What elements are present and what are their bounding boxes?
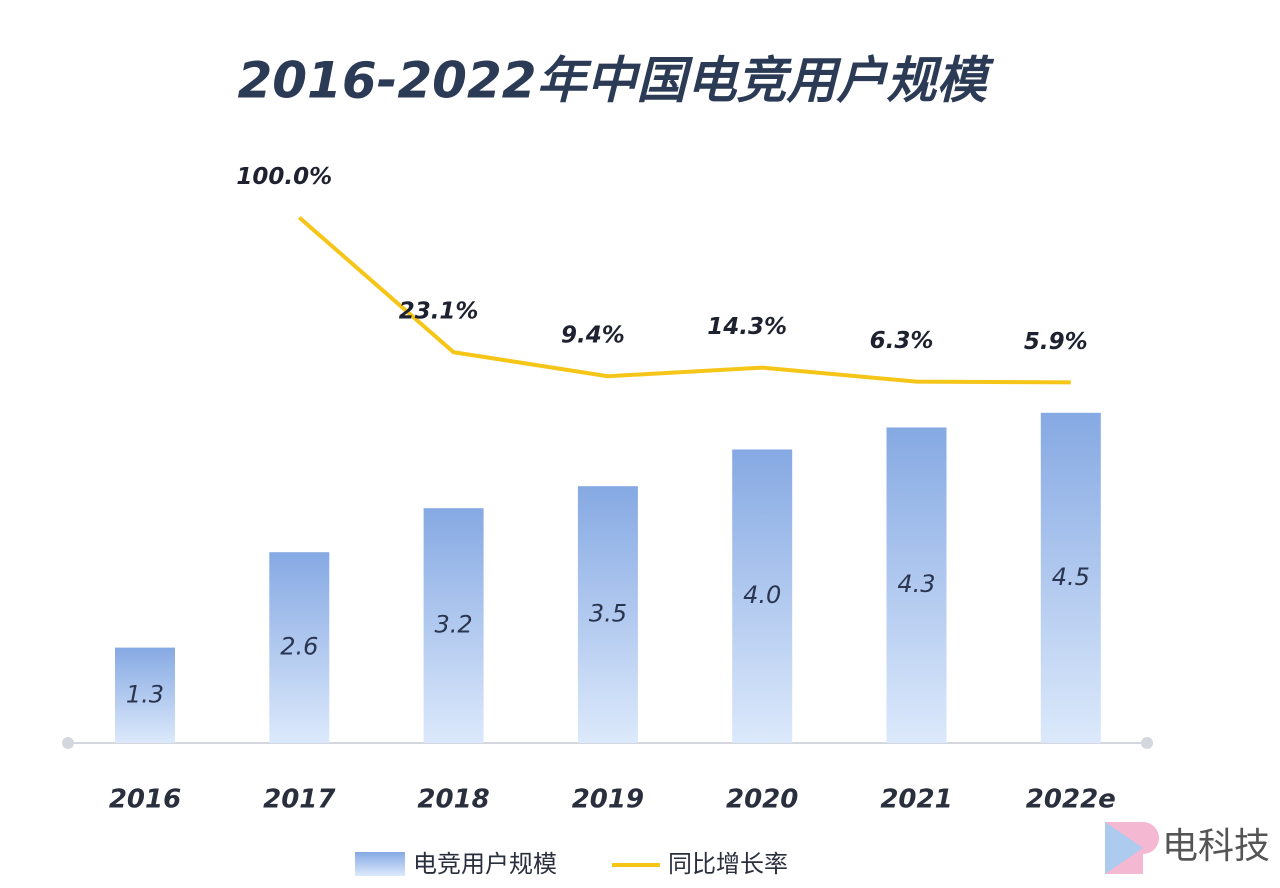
bar	[1040, 412, 1101, 743]
line-value-label: 100.0%	[236, 164, 332, 190]
x-tick-label: 2022e	[1026, 785, 1116, 815]
line-value-label: 9.4%	[561, 323, 625, 349]
legend-label: 电竞用户规模	[413, 850, 557, 878]
x-tick-label: 2021	[880, 785, 952, 815]
bar	[269, 552, 330, 743]
legend-swatch-bar	[355, 852, 405, 876]
bar-value-label: 4.0	[743, 581, 781, 609]
legend-label: 同比增长率	[668, 850, 788, 878]
bar-value-label: 4.5	[1052, 563, 1090, 591]
bar-value-label: 2.6	[280, 633, 318, 661]
bar	[886, 427, 947, 743]
bar-value-label: 1.3	[126, 680, 164, 708]
logo-icon	[1105, 822, 1143, 874]
bar-value-label: 3.2	[435, 611, 473, 639]
line-value-label: 23.1%	[399, 299, 479, 325]
x-tick-label: 2016	[109, 785, 181, 815]
x-tick-label: 2020	[726, 785, 798, 815]
line-value-label: 14.3%	[707, 314, 787, 340]
bar-value-label: 3.5	[589, 600, 627, 628]
bar	[115, 647, 175, 743]
chart-title: 2016-2022年中国电竞用户规模	[237, 52, 994, 110]
axis-end	[1141, 737, 1153, 749]
bar	[577, 486, 638, 743]
x-tick-label: 2019	[572, 785, 644, 815]
bar-value-label: 4.3	[897, 570, 935, 598]
line	[297, 216, 1071, 385]
bar	[732, 449, 793, 743]
bar	[423, 508, 484, 743]
x-tick-label: 2017	[263, 785, 336, 815]
line-value-label: 5.9%	[1024, 329, 1088, 355]
line-value-label: 6.3%	[870, 328, 934, 354]
axis-end	[62, 737, 74, 749]
x-tick-label: 2018	[417, 785, 489, 815]
watermark: 电科技	[1162, 826, 1270, 867]
